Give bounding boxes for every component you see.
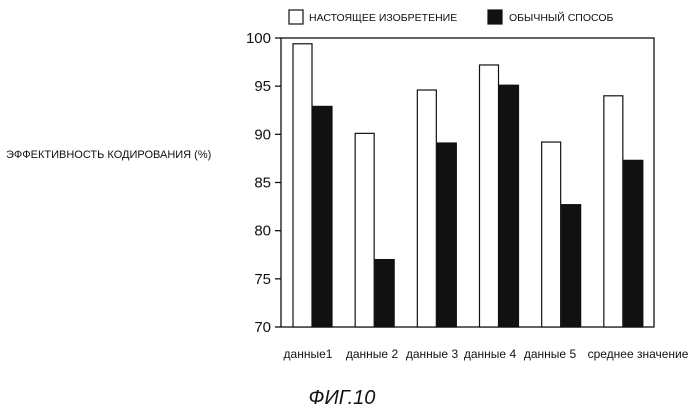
x-category-label: среднее значение [588, 347, 689, 361]
x-category-label: данные 2 [346, 347, 399, 361]
bar-conventional [437, 143, 456, 327]
plot-frame [281, 38, 654, 327]
bar-invention [542, 142, 561, 327]
x-category-label: данные 4 [464, 347, 517, 361]
legend-label-invention: НАСТОЯЩЕЕ ИЗОБРЕТЕНИЕ [309, 12, 457, 24]
x-category-label: данные 5 [524, 347, 577, 361]
bar-conventional [500, 85, 519, 327]
bar-invention [355, 133, 374, 327]
figure-caption: ФИГ.10 [309, 387, 376, 409]
bar-conventional [624, 160, 643, 327]
bar-conventional [375, 260, 394, 327]
y-tick-label: 80 [254, 223, 271, 240]
y-tick-label: 85 [254, 175, 271, 192]
y-tick-label: 90 [254, 126, 271, 143]
bar-conventional [313, 106, 332, 327]
bar-invention [293, 44, 312, 327]
bar-invention [417, 90, 436, 327]
legend-swatch-conventional [488, 10, 502, 24]
y-tick-label: 95 [254, 78, 271, 95]
x-category-label: данные1 [284, 347, 333, 361]
y-axis-label: ЭФФЕКТИВНОСТЬ КОДИРОВАНИЯ (%) [6, 149, 211, 161]
x-category-label: данные 3 [406, 347, 459, 361]
bar-invention [604, 96, 623, 327]
y-tick-label: 75 [254, 271, 271, 288]
y-tick-label: 70 [254, 319, 271, 336]
bar-invention [480, 65, 499, 327]
legend-label-conventional: ОБЫЧНЫЙ СПОСОБ [509, 11, 614, 24]
y-tick-label: 100 [246, 30, 271, 47]
bar-conventional [562, 205, 581, 327]
legend-swatch-invention [289, 10, 303, 24]
